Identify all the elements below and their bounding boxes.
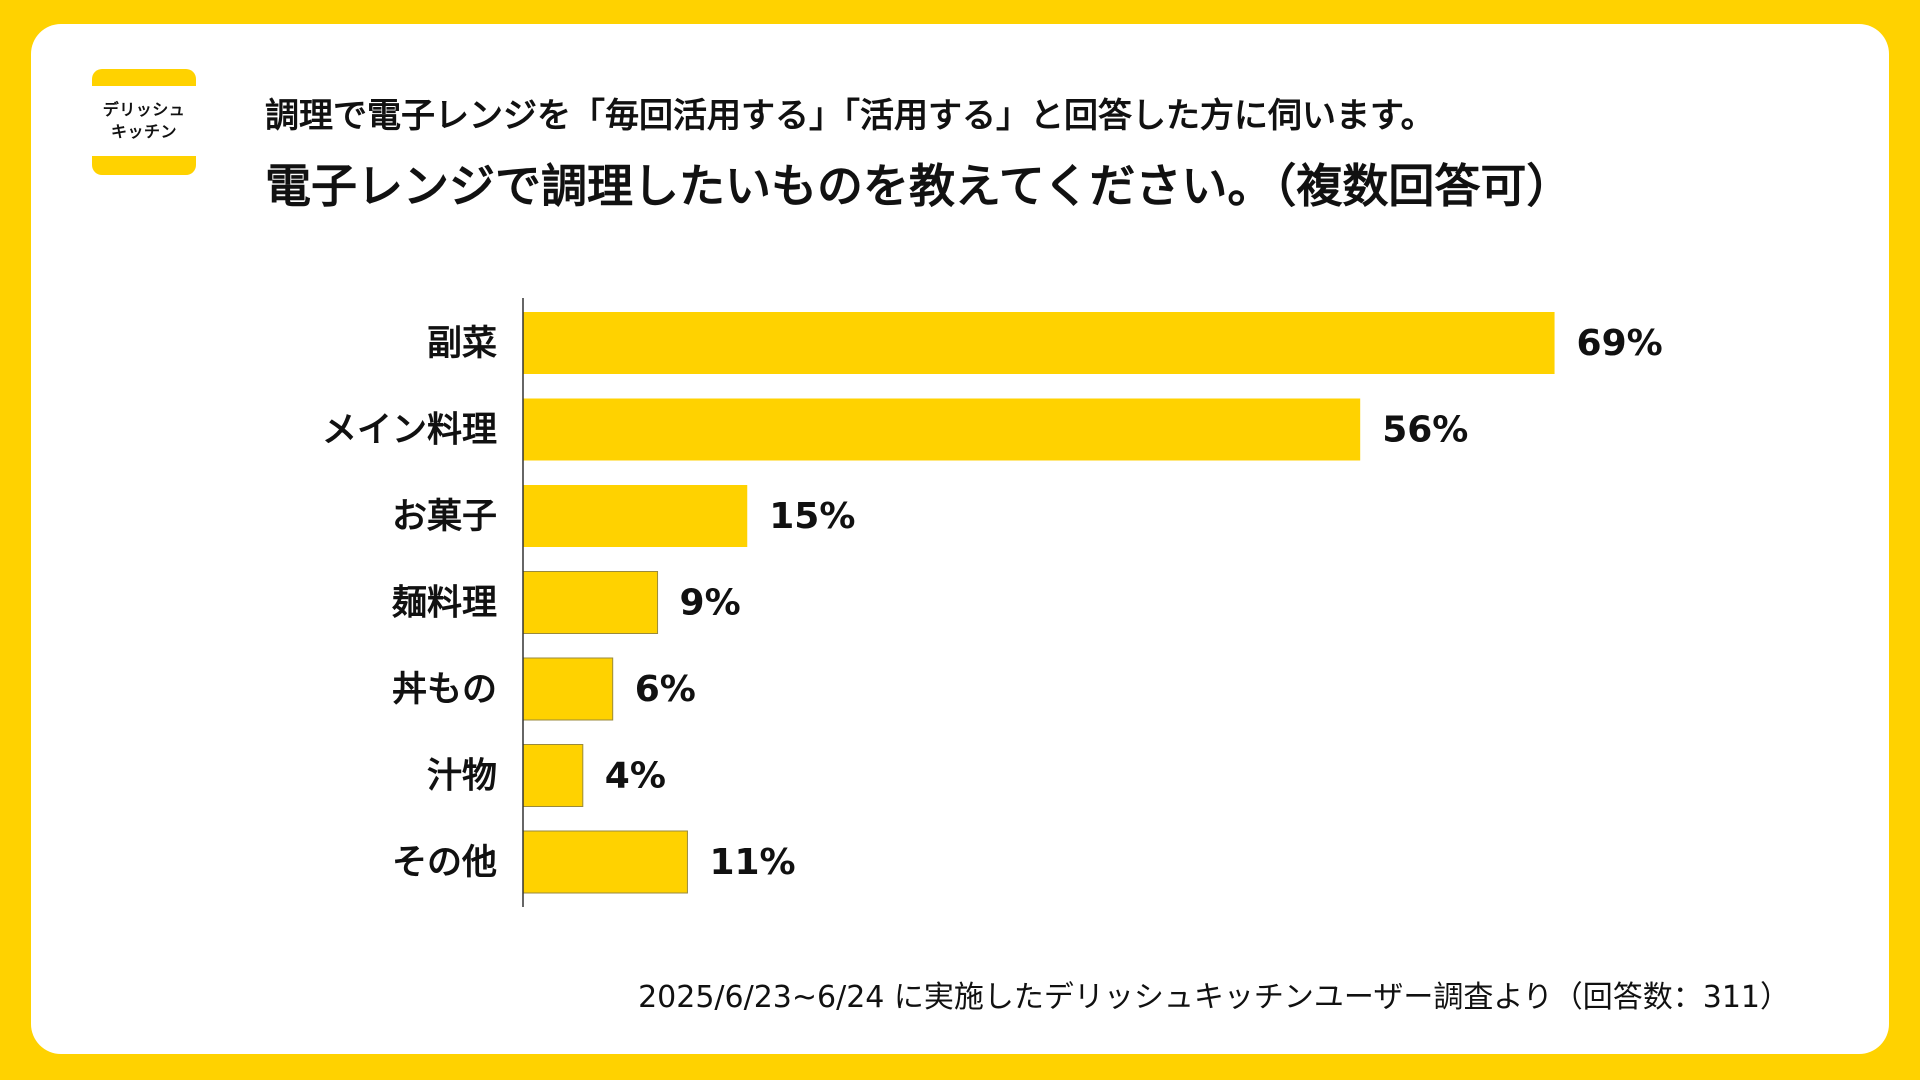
value-label-1: 56% [1382, 410, 1468, 451]
category-label-0: 副菜 [427, 324, 497, 364]
bar-4 [522, 657, 614, 721]
value-label-2: 15% [769, 496, 855, 537]
bar-0 [523, 312, 1555, 374]
category-label-1: メイン料理 [322, 411, 497, 451]
category-label-2: お菓子 [392, 497, 497, 537]
survey-footnote: 2025/6/23~6/24 に実施したデリッシュキッチンユーザー調査より（回答… [638, 980, 1790, 1015]
bar-1 [523, 398, 1361, 461]
logo-line-1: デリッシュ [102, 100, 186, 119]
value-label-5: 4% [605, 756, 666, 797]
value-label-0: 69% [1577, 323, 1663, 364]
category-label-5: 汁物 [427, 757, 497, 797]
chart-title: 電子レンジで調理したいものを教えてください。（複数回答可） [265, 159, 1573, 213]
brand-logo-text: デリッシュ キッチン [92, 86, 196, 156]
category-label-6: その他 [392, 843, 497, 883]
category-label-4: 丼もの [392, 670, 497, 710]
value-label-4: 6% [635, 669, 696, 710]
chart-subtitle: 調理で電子レンジを「毎回活用する」「活用する」と回答した方に伺います。 [265, 96, 1435, 136]
bar-3 [522, 571, 659, 634]
bar-5 [522, 744, 584, 807]
category-label-3: 麺料理 [392, 584, 497, 624]
bar-2 [523, 485, 748, 547]
logo-line-2: キッチン [110, 122, 177, 141]
value-label-6: 11% [709, 842, 795, 883]
value-label-3: 9% [680, 583, 741, 624]
chart-card [31, 24, 1889, 1054]
bar-6 [522, 830, 688, 894]
brand-logo: デリッシュ キッチン [92, 69, 196, 175]
